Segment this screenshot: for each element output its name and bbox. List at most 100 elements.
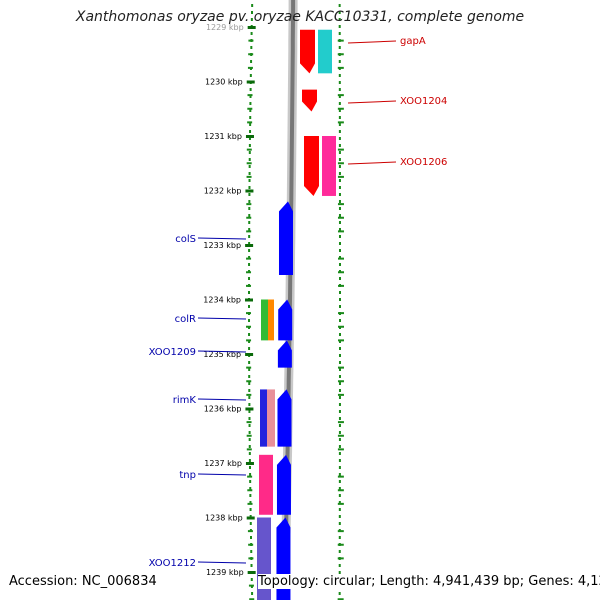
outer-ruler-dot [338, 410, 341, 413]
outer-minor-tick [337, 94, 344, 97]
inner-ruler-dot [249, 123, 252, 126]
outer-ruler-dot [338, 473, 341, 476]
minor-tick [248, 53, 254, 56]
minor-tick [246, 175, 252, 178]
outer-ruler-dot [338, 291, 341, 294]
inner-ruler-dot [248, 452, 251, 455]
minor-tick [247, 121, 253, 124]
outer-ruler-dot [338, 249, 341, 252]
XOO1204-label: XOO1204 [400, 96, 447, 107]
outer-ruler-dot [338, 25, 341, 28]
inner-ruler-dot [248, 368, 251, 371]
inner-ruler-dot [248, 319, 251, 322]
outer-minor-tick [337, 448, 344, 451]
tick-label: 1231 kbp [204, 132, 242, 141]
outer-minor-tick [337, 257, 344, 260]
colR-cog-orange [268, 299, 274, 341]
outer-ruler-dot [338, 564, 341, 567]
outer-ruler-dot [338, 417, 341, 420]
outer-minor-tick [337, 53, 344, 56]
XOO1206-label: XOO1206 [400, 157, 447, 168]
XOO1206-cog-block [322, 136, 336, 196]
outer-ruler-dot [338, 459, 341, 462]
outer-ruler-dot [338, 298, 341, 301]
minor-tick [246, 203, 252, 206]
outer-ruler-dot [338, 452, 341, 455]
XOO1209-label-line [197, 350, 247, 353]
outer-ruler-dot [338, 480, 341, 483]
tick-label: 1237 kbp [204, 459, 242, 468]
major-tick [247, 26, 256, 29]
inner-ruler-dot [249, 116, 252, 119]
XOO1206-gene-arrow [304, 136, 319, 196]
outer-minor-tick [337, 271, 344, 274]
minor-tick [249, 598, 255, 600]
inner-ruler-dot [250, 32, 253, 35]
inner-ruler-dot [249, 74, 252, 77]
outer-minor-tick [337, 393, 344, 396]
inner-ruler-dot [248, 445, 251, 448]
outer-ruler-dot [338, 305, 341, 308]
inner-ruler-dot [248, 193, 251, 196]
inner-ruler-dot [249, 130, 252, 133]
outer-minor-tick [337, 162, 344, 165]
topology-label: Topology: circular; Length: 4,941,439 bp… [258, 574, 600, 589]
outer-ruler-dot [338, 60, 341, 63]
major-tick [245, 407, 254, 411]
inner-ruler-dot [249, 473, 252, 476]
inner-ruler-dot [249, 102, 252, 105]
outer-ruler-dot [338, 256, 341, 259]
major-tick [245, 462, 254, 465]
tick-label: 1234 kbp [203, 296, 241, 305]
inner-ruler-dot [251, 11, 254, 14]
inner-ruler-dot [249, 109, 252, 112]
outer-ruler-dot [338, 382, 341, 385]
outer-minor-tick [337, 475, 344, 478]
outer-ruler-dot [338, 431, 341, 434]
minor-tick [247, 66, 253, 69]
outer-ruler-dot [338, 200, 341, 203]
outer-ruler-dot [338, 424, 341, 427]
XOO1212-label-line [197, 561, 247, 564]
inner-ruler-dot [250, 550, 253, 553]
outer-minor-tick [337, 489, 344, 492]
outer-minor-tick [337, 502, 344, 505]
outer-ruler-dot [338, 319, 341, 322]
minor-tick [246, 162, 252, 165]
inner-ruler-dot [248, 347, 251, 350]
inner-ruler-dot [251, 4, 254, 7]
outer-ruler-dot [338, 109, 341, 112]
tick-label: 1232 kbp [204, 187, 242, 196]
outer-ruler-dot [338, 95, 341, 98]
XOO1209-gene-arrow [277, 340, 292, 368]
colR-label: colR [175, 314, 196, 325]
minor-tick [246, 148, 252, 151]
tick-label: 1233 kbp [203, 241, 241, 250]
minor-tick [247, 530, 253, 533]
outer-minor-tick [337, 380, 344, 383]
tnp-label: tnp [179, 470, 196, 481]
outer-minor-tick [337, 121, 344, 124]
outer-ruler-dot [338, 123, 341, 126]
outer-ruler-dot [338, 340, 341, 343]
outer-ruler-dot [338, 74, 341, 77]
outer-minor-tick [337, 107, 344, 110]
inner-ruler-dot [248, 179, 251, 182]
tick-label: 1236 kbp [204, 405, 242, 414]
outer-minor-tick [337, 543, 344, 546]
outer-ruler-dot [338, 515, 341, 518]
outer-ruler-dot [338, 235, 341, 238]
inner-ruler-dot [250, 564, 253, 567]
minor-tick [246, 271, 252, 274]
outer-ruler-dot [338, 361, 341, 364]
outer-ruler-dot [338, 151, 341, 154]
outer-minor-tick [337, 339, 344, 342]
outer-ruler-dot [338, 522, 341, 525]
outer-minor-tick [337, 230, 344, 233]
inner-ruler-dot [248, 291, 251, 294]
inner-ruler-dot [249, 487, 252, 490]
outer-ruler-dot [338, 354, 341, 357]
outer-ruler-dot [338, 508, 341, 511]
outer-ruler-dot [338, 242, 341, 245]
outer-ruler-dot [338, 466, 341, 469]
